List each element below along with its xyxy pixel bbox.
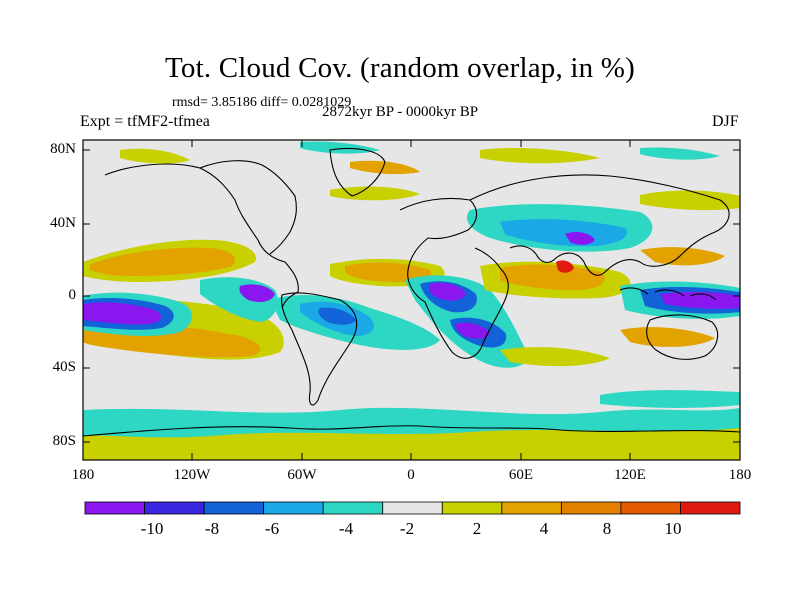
south-america-blue-core <box>318 307 356 325</box>
india-red-patch <box>556 260 574 273</box>
south-africa-purple <box>455 322 490 339</box>
colorbar-box <box>84 501 145 515</box>
arctic-orange-1 <box>350 160 420 175</box>
antarctic-cyan-band <box>83 407 740 438</box>
colorbar-label-10: 10 <box>664 519 682 538</box>
arctic-cyan-1 <box>300 141 380 154</box>
north-pacific-orange-core <box>90 247 236 276</box>
colorbar-label-m8: -8 <box>204 519 220 538</box>
colorbar-label-m10: -10 <box>140 519 164 538</box>
lon-label-120e: 120E <box>614 467 646 483</box>
period-label: 2872kyr BP - 0000kyr BP <box>322 104 479 120</box>
season-label: DJF <box>712 113 739 130</box>
lat-label-0: 0 <box>68 287 77 303</box>
axis-ticks <box>82 140 741 460</box>
colorbar-label-4: 4 <box>539 519 549 538</box>
colorbar-box <box>501 501 562 515</box>
colorbar-box <box>620 501 681 515</box>
colorbar-box <box>560 501 622 515</box>
lat-label-80s: 80S <box>52 433 76 449</box>
experiment-label: Expt = tfMF2-tfmea <box>80 113 210 130</box>
southern-ocean-cyan <box>600 390 740 408</box>
colorbar-label-m4: -4 <box>338 519 354 538</box>
asia-purple-core <box>565 232 595 245</box>
north-atlantic-yellow <box>330 186 420 201</box>
nw-pacific-orange <box>640 247 725 266</box>
colorbar-box <box>441 501 503 515</box>
atlantic-orange-core <box>345 262 432 282</box>
southern-yellow-band <box>83 425 740 460</box>
lon-label-120w: 120W <box>173 467 211 483</box>
stats-text: rmsd= 3.85186 diff= 0.0281029 <box>172 95 352 110</box>
pacific-purple-blob <box>83 302 162 325</box>
lat-label-80n: 80N <box>50 141 76 157</box>
colorbar-label-8: 8 <box>602 519 612 538</box>
south-indian-orange <box>620 327 715 347</box>
colorbar-label-m6: -6 <box>264 519 280 538</box>
arctic-yellow-1 <box>120 148 190 164</box>
colorbar-label-2: 2 <box>472 519 482 538</box>
asia-blue-band <box>500 219 627 247</box>
colorbar-box <box>144 501 205 515</box>
lon-label-180w: 180 <box>71 467 95 483</box>
colorbar-box <box>203 501 265 515</box>
lon-label-60w: 60W <box>287 467 317 483</box>
coastlines <box>83 147 740 437</box>
colorbar-box <box>382 501 443 515</box>
lon-label-60e: 60E <box>508 467 534 483</box>
east-pacific-purple <box>239 284 275 302</box>
arctic-yellow-2 <box>480 147 600 164</box>
colorbar <box>84 501 741 515</box>
north-pacific-yellow <box>640 190 740 211</box>
west-pacific-purple <box>660 291 740 309</box>
colorbar-box <box>322 501 384 515</box>
arctic-cyan-2 <box>640 147 720 160</box>
lat-label-40s: 40S <box>52 359 76 375</box>
lat-label-40n: 40N <box>50 215 76 231</box>
plot-title: Tot. Cloud Cov. (random overlap, in %) <box>164 52 636 84</box>
colorbar-box <box>680 501 741 515</box>
colorbar-label-m2: -2 <box>399 519 415 538</box>
lon-label-180e: 180 <box>728 467 752 483</box>
indian-ocean-orange <box>500 264 605 290</box>
colorbar-box <box>263 501 324 515</box>
lon-label-0: 0 <box>407 467 415 483</box>
africa-purple <box>429 282 466 301</box>
south-atlantic-yellow <box>500 347 610 367</box>
